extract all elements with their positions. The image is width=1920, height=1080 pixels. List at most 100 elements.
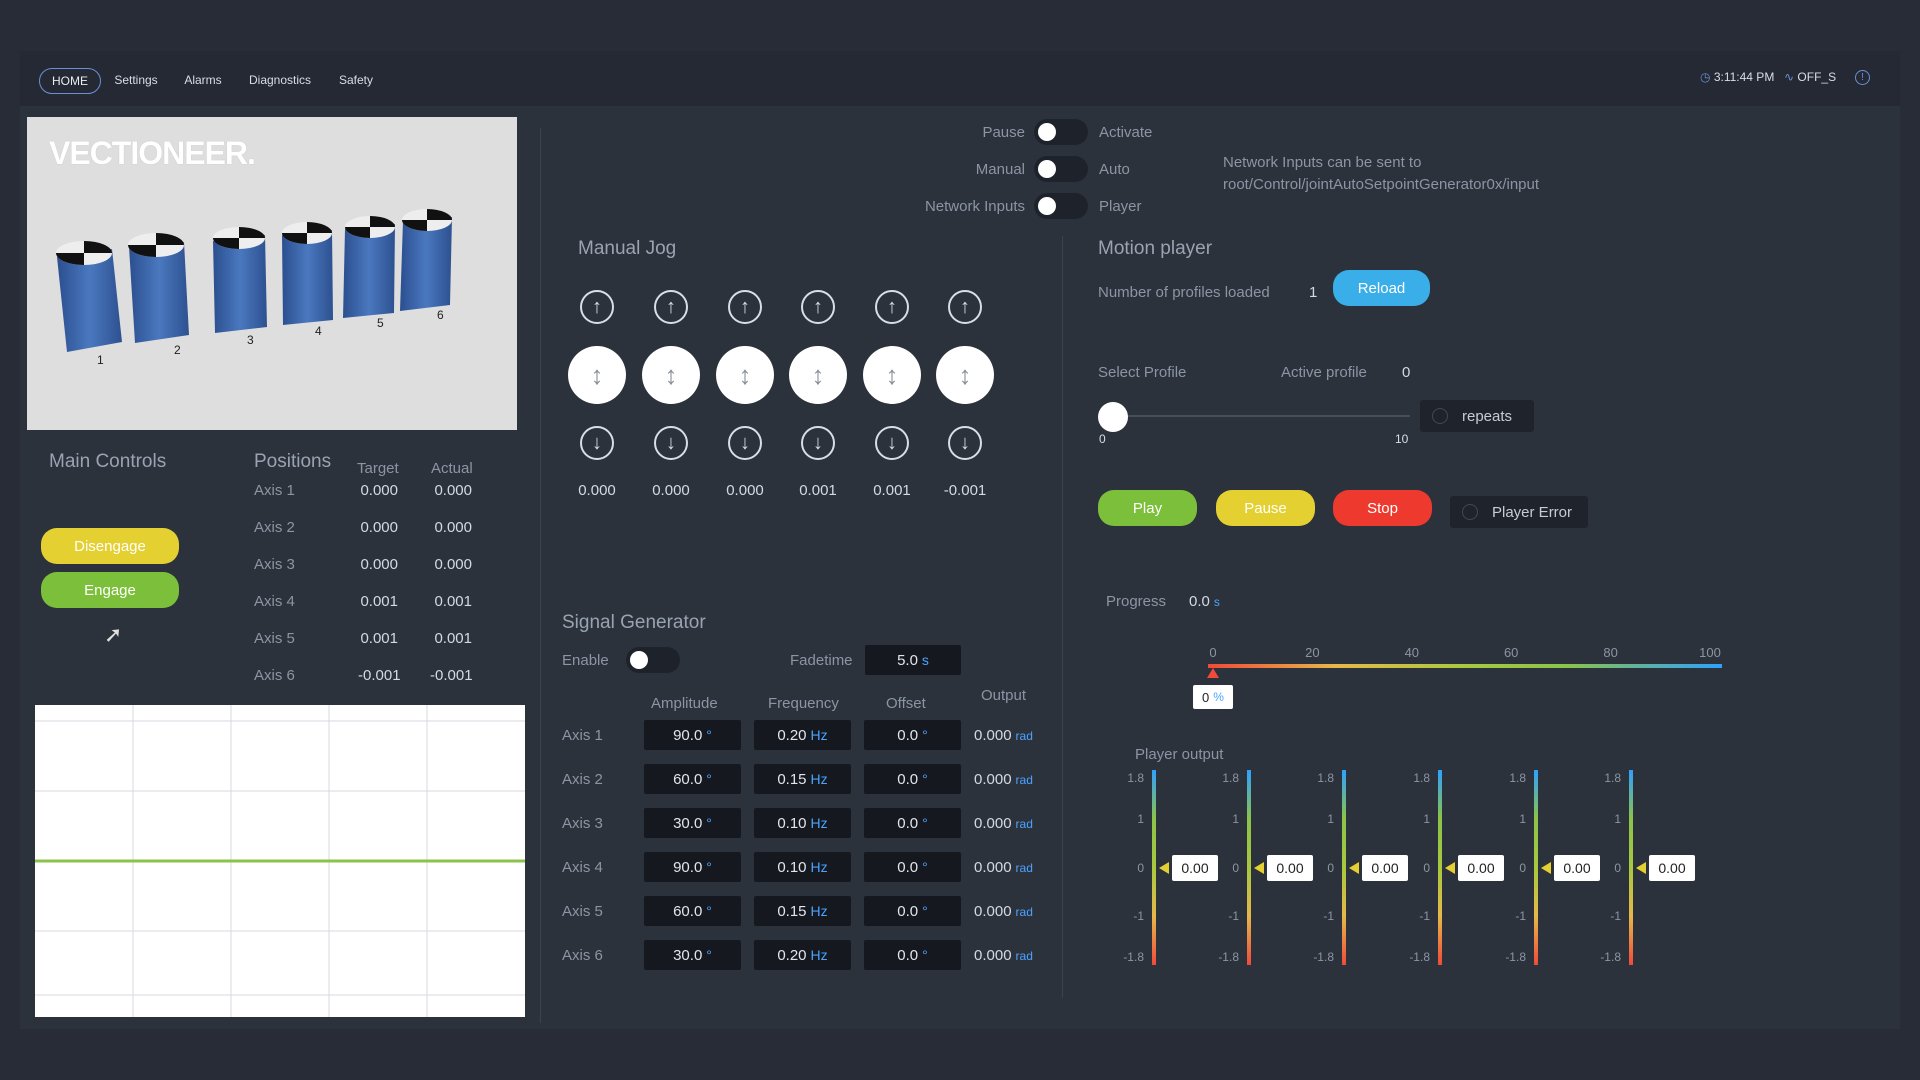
- jog-drag-handle[interactable]: ↕: [863, 346, 921, 404]
- amplitude-input[interactable]: 30.0 °: [644, 808, 741, 838]
- mode-right-label: Auto: [1099, 161, 1130, 178]
- arrow-up-down-icon: ↕: [811, 359, 825, 390]
- sg-axis-label: Axis 5: [562, 903, 603, 920]
- offset-input[interactable]: 0.0 °: [864, 720, 961, 750]
- offset-input[interactable]: 0.0 °: [864, 852, 961, 882]
- offset-input[interactable]: 0.0 °: [864, 808, 961, 838]
- output-gauge-bar: [1629, 770, 1633, 965]
- target-header: Target: [357, 460, 399, 477]
- offset-value: 0.0: [897, 814, 919, 832]
- jog-down-button[interactable]: ↓: [875, 426, 909, 460]
- rad-unit: rad: [1015, 729, 1033, 743]
- disengage-button[interactable]: Disengage: [41, 528, 179, 564]
- mode-toggle[interactable]: [1034, 156, 1088, 182]
- play-button[interactable]: Play: [1098, 490, 1197, 526]
- amplitude-input[interactable]: 60.0 °: [644, 764, 741, 794]
- mode-toggle[interactable]: [1034, 119, 1088, 145]
- jog-drag-handle[interactable]: ↕: [716, 346, 774, 404]
- gauge-tick-label: 1: [1614, 812, 1621, 826]
- jog-up-button[interactable]: ↑: [801, 290, 835, 324]
- tab-alarms[interactable]: Alarms: [178, 68, 228, 92]
- jog-down-button[interactable]: ↓: [728, 426, 762, 460]
- info-icon[interactable]: !: [1855, 70, 1870, 85]
- frequency-input[interactable]: 0.10 Hz: [754, 852, 851, 882]
- frequency-input[interactable]: 0.10 Hz: [754, 808, 851, 838]
- arrow-up-down-icon: ↕: [664, 359, 678, 390]
- jog-up-button[interactable]: ↑: [875, 290, 909, 324]
- offset-input[interactable]: 0.0 °: [864, 764, 961, 794]
- gauge-tick-label: -1.8: [1409, 950, 1430, 964]
- reload-label: Reload: [1357, 279, 1406, 297]
- mode-toggle-knob: [1038, 160, 1056, 178]
- tab-diagnostics[interactable]: Diagnostics: [242, 68, 318, 92]
- jog-drag-handle[interactable]: ↕: [789, 346, 847, 404]
- jog-drag-handle[interactable]: ↕: [568, 346, 626, 404]
- repeats-label: repeats: [1462, 407, 1513, 425]
- profile-slider-track[interactable]: [1100, 415, 1410, 417]
- position-actual-value: 0.001: [434, 593, 472, 610]
- jog-down-button[interactable]: ↓: [580, 426, 614, 460]
- mode-toggle[interactable]: [1034, 193, 1088, 219]
- frequency-input[interactable]: 0.20 Hz: [754, 940, 851, 970]
- gauge-pointer-icon: [1349, 862, 1359, 874]
- jog-drag-handle[interactable]: ↕: [642, 346, 700, 404]
- gauge-value-box: 0.00: [1362, 855, 1408, 881]
- arrow-up-icon: ↑: [666, 295, 676, 318]
- degree-unit: °: [922, 903, 928, 919]
- reload-button[interactable]: Reload: [1333, 270, 1430, 306]
- tab-settings-label: Settings: [114, 73, 158, 87]
- progress-tick-label: 40: [1404, 645, 1420, 660]
- frequency-input[interactable]: 0.15 Hz: [754, 896, 851, 926]
- gauge-tick-label: 1.8: [1509, 771, 1526, 785]
- progress-value: 0.0 s: [1189, 593, 1220, 610]
- position-actual-value: 0.001: [434, 630, 472, 647]
- amplitude-input[interactable]: 90.0 °: [644, 720, 741, 750]
- offset-input[interactable]: 0.0 °: [864, 940, 961, 970]
- position-actual-value: 0.000: [434, 556, 472, 573]
- gauge-tick-label: 1: [1327, 812, 1334, 826]
- pause-label: Pause: [1244, 499, 1287, 517]
- mode-left-label: Manual: [975, 161, 1025, 178]
- degree-unit: °: [706, 727, 712, 743]
- amplitude-input[interactable]: 60.0 °: [644, 896, 741, 926]
- offset-value: 0.0: [897, 946, 919, 964]
- tab-settings[interactable]: Settings: [108, 68, 164, 92]
- jog-up-button[interactable]: ↑: [948, 290, 982, 324]
- jog-down-button[interactable]: ↓: [801, 426, 835, 460]
- stop-button[interactable]: Stop: [1333, 490, 1432, 526]
- jog-down-button[interactable]: ↓: [948, 426, 982, 460]
- profile-slider-thumb[interactable]: [1098, 402, 1128, 432]
- frequency-value: 0.20: [777, 726, 807, 744]
- play-label: Play: [1132, 499, 1163, 517]
- output-number: 0.000: [974, 903, 1012, 920]
- jog-down-button[interactable]: ↓: [654, 426, 688, 460]
- enable-toggle[interactable]: [626, 647, 680, 673]
- output-gauge-bar: [1342, 770, 1346, 965]
- frequency-input[interactable]: 0.15 Hz: [754, 764, 851, 794]
- amplitude-input[interactable]: 30.0 °: [644, 940, 741, 970]
- gauge-pointer-icon: [1636, 862, 1646, 874]
- offset-value: 0.0: [897, 726, 919, 744]
- tab-alarms-label: Alarms: [184, 73, 222, 87]
- jog-up-button[interactable]: ↑: [654, 290, 688, 324]
- frequency-input[interactable]: 0.20 Hz: [754, 720, 851, 750]
- fadetime-input[interactable]: 5.0 s: [865, 645, 961, 675]
- divider-right: [1062, 236, 1063, 998]
- pause-button[interactable]: Pause: [1216, 490, 1315, 526]
- actuator-1: [56, 241, 122, 352]
- amplitude-value: 30.0: [673, 814, 703, 832]
- repeats-toggle[interactable]: repeats: [1420, 400, 1534, 432]
- signal-generator-title: Signal Generator: [562, 612, 706, 633]
- jog-up-button[interactable]: ↑: [728, 290, 762, 324]
- gauge-tick-label: 1.8: [1413, 771, 1430, 785]
- jog-up-button[interactable]: ↑: [580, 290, 614, 324]
- tab-home[interactable]: HOME: [39, 68, 101, 94]
- tab-safety[interactable]: Safety: [332, 68, 380, 92]
- amplitude-input[interactable]: 90.0 °: [644, 852, 741, 882]
- engage-button[interactable]: Engage: [41, 572, 179, 608]
- output-number: 0.000: [974, 727, 1012, 744]
- amplitude-value: 30.0: [673, 946, 703, 964]
- jog-drag-handle[interactable]: ↕: [936, 346, 994, 404]
- offset-input[interactable]: 0.0 °: [864, 896, 961, 926]
- output-value: 0.000 rad: [974, 771, 1033, 788]
